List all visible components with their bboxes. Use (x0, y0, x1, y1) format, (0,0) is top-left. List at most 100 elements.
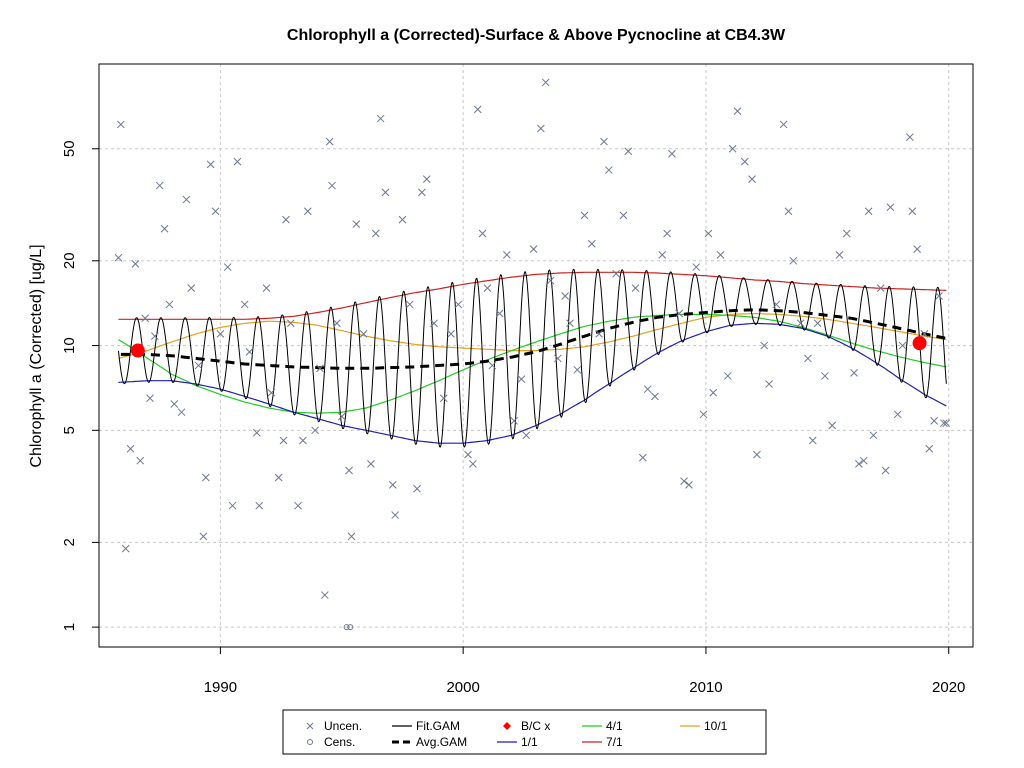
uncensored-point (765, 380, 773, 388)
uncensored-point (473, 105, 482, 114)
uncensored-point (359, 330, 368, 338)
legend-circle-icon (307, 739, 313, 745)
uncensored-point (685, 481, 693, 489)
y-tick-label: 2 (61, 538, 78, 546)
uncensored-point (680, 477, 688, 485)
legend-diamond-icon (503, 722, 511, 730)
uncensored-point (206, 160, 215, 169)
legend-item: 4/1 (582, 719, 623, 733)
uncensored-point (595, 330, 603, 338)
uncensored-point (804, 354, 812, 363)
uncensored-point (136, 456, 145, 465)
uncensored-point (930, 417, 939, 425)
uncensored-point (855, 460, 863, 468)
uncensored-point (553, 354, 562, 363)
legend-item: Cens. (307, 735, 355, 749)
y-tick-label: 50 (61, 140, 78, 157)
bc-point (912, 336, 927, 351)
uncensored-point (740, 157, 749, 166)
y-tick-label: 10 (61, 337, 78, 354)
uncensored-point (869, 431, 878, 440)
uncensored-point (337, 412, 346, 421)
uncensored-point (177, 408, 186, 417)
uncensored-point (216, 330, 225, 338)
uncensored-point (478, 229, 487, 238)
uncensored-point (651, 392, 659, 401)
uncensored-point (391, 511, 400, 519)
uncensored-point (925, 444, 934, 453)
uncensored-point (201, 473, 210, 482)
uncensored-point (808, 436, 817, 445)
legend-label: 7/1 (606, 735, 623, 749)
uncensored-point (692, 263, 701, 271)
censored-point (343, 624, 350, 631)
uncensored-point (709, 388, 718, 397)
uncensored-point (503, 250, 511, 259)
uncensored-point (522, 431, 531, 440)
uncensored-point (279, 436, 288, 445)
uncensored-point (723, 372, 732, 380)
uncensored-point (600, 137, 608, 146)
uncensored-point (886, 203, 895, 212)
uncensored-point (908, 207, 917, 216)
x-axis: 1990 2000 2010 2020 (204, 647, 965, 696)
uncensored-point (439, 394, 448, 403)
uncensored-point (469, 460, 477, 468)
uncensored-point (893, 410, 902, 419)
uncensored-point (796, 319, 805, 328)
uncensored-point (413, 484, 421, 493)
uncensored-point (580, 211, 589, 220)
points-layer (114, 78, 951, 631)
legend-item: 7/1 (582, 735, 623, 749)
uncensored-point (940, 419, 948, 428)
uncensored-point (347, 532, 356, 541)
y-axis: 1 2 5 10 20 50 (61, 140, 99, 631)
uncensored-point (942, 419, 951, 428)
uncensored-point (864, 207, 873, 216)
fit-gam-line (117, 268, 947, 448)
uncensored-point (529, 245, 538, 254)
uncensored-point (233, 157, 242, 166)
uncensored-point (573, 365, 582, 374)
uncensored-point (748, 175, 756, 183)
x-tick-label: 1990 (204, 679, 237, 696)
uncensored-point (405, 300, 414, 309)
uncensored-point (228, 501, 237, 510)
uncensored-point (658, 250, 667, 259)
x-tick-label: 2010 (689, 679, 722, 696)
uncensored-point (116, 120, 125, 129)
legend-label: 10/1 (704, 719, 728, 733)
legend-label: Fit.GAM (416, 719, 460, 733)
uncensored-point (245, 347, 254, 356)
uncensored-point (286, 319, 295, 328)
uncensored-point (631, 284, 640, 292)
grid-lines (99, 64, 973, 647)
uncensored-point (447, 330, 455, 338)
uncensored-point (913, 245, 922, 254)
uncensored-point (760, 341, 769, 350)
y-tick-label: 1 (61, 623, 78, 631)
uncensored-point (517, 375, 526, 383)
plot-frame (98, 63, 974, 648)
uncensored-point (835, 250, 844, 259)
uncensored-point (566, 319, 574, 328)
uncensored-point (619, 211, 628, 220)
uncensored-point (367, 460, 375, 468)
uncensored-point (753, 450, 761, 459)
legend-item: Fit.GAM (392, 719, 460, 733)
uncensored-point (546, 276, 555, 285)
uncensored-point (418, 188, 426, 197)
legend-item: 10/1 (680, 719, 728, 733)
uncensored-point (537, 124, 545, 133)
uncensored-point (699, 410, 708, 419)
uncensored-point (223, 263, 232, 271)
uncensored-point (262, 284, 271, 292)
uncensored-point (170, 400, 179, 408)
legend-label: 1/1 (521, 735, 538, 749)
uncensored-point (352, 220, 361, 228)
x-tick-label: 2020 (932, 679, 965, 696)
uncensored-point (371, 229, 380, 238)
uncensored-point (199, 532, 208, 541)
uncensored-point (252, 428, 261, 437)
